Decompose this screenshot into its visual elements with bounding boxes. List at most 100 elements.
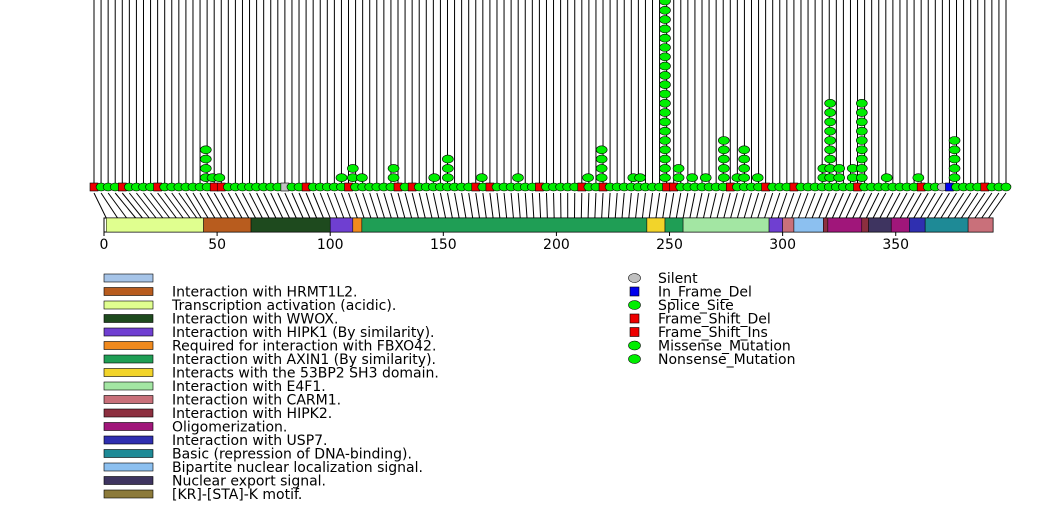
legend-swatch: [103, 476, 154, 485]
tick-label: 350: [882, 237, 909, 253]
stack-marker: [659, 80, 671, 89]
connector-line: [192, 192, 209, 219]
stack-marker: [855, 117, 868, 127]
stack-marker: [199, 154, 212, 164]
connector-line: [926, 192, 943, 219]
stack-marker: [595, 173, 608, 182]
legend-swatch: [103, 300, 154, 310]
connector-line: [425, 192, 433, 219]
connector-line: [702, 192, 710, 219]
connector-line: [199, 192, 216, 219]
connector-line: [988, 192, 1007, 219]
connector-line: [340, 192, 352, 219]
connector-line: [404, 192, 413, 219]
connector-line: [461, 192, 467, 219]
legend-marker: [629, 286, 640, 297]
connector-line: [503, 192, 508, 219]
legend-label: Interaction with USP7.: [172, 433, 328, 449]
stack-marker: [595, 164, 608, 173]
connector-line: [974, 192, 993, 219]
connector-line: [383, 192, 392, 219]
stack-marker: [659, 0, 671, 6]
stack-marker: [659, 89, 671, 99]
stack-marker: [659, 71, 671, 80]
legend-label: Frame_Shift_Ins: [658, 325, 768, 341]
legend-swatch: [103, 435, 154, 445]
connector-line: [524, 192, 528, 219]
connector-line: [981, 192, 1000, 219]
connector-line: [136, 192, 157, 219]
legend-marker: [628, 354, 641, 364]
connector-line: [454, 192, 460, 219]
protein-domain-bar: [103, 217, 994, 233]
connector-line: [355, 192, 365, 219]
legend-label: Interacts with the 53BP2 SH3 domain.: [172, 366, 439, 382]
domain-segment: [793, 217, 824, 233]
stack-marker: [634, 173, 646, 182]
connector-line: [845, 192, 858, 219]
connector-line: [594, 192, 597, 219]
legend-label: Interaction with HRMT1L2.: [172, 285, 358, 301]
stack-marker: [738, 145, 750, 155]
domain-segment: [664, 217, 684, 233]
stack-marker: [347, 164, 359, 173]
legend-swatch: [103, 354, 154, 364]
connector-line: [107, 192, 128, 219]
connector-line: [150, 192, 170, 219]
connector-line: [185, 192, 202, 219]
stack-marker: [824, 145, 836, 155]
stack-marker: [855, 145, 868, 155]
connector-line: [872, 192, 887, 219]
connector-line: [298, 192, 311, 219]
stack-marker: [659, 99, 671, 108]
connector-line: [628, 192, 632, 219]
stack-marker: [387, 173, 400, 182]
connector-line: [249, 192, 263, 219]
connector-line: [750, 192, 760, 219]
legend-label: Interaction with CARM1.: [172, 393, 341, 409]
connector-line: [531, 192, 535, 219]
stack-marker: [855, 126, 868, 136]
domain-segment: [924, 217, 969, 233]
stack-marker: [948, 173, 961, 182]
connector-line: [213, 192, 229, 219]
stack-marker: [833, 164, 845, 173]
stack-marker: [833, 173, 845, 182]
stack-marker: [387, 164, 400, 173]
connector-line: [859, 192, 873, 219]
legend-label: Nuclear export signal.: [172, 474, 326, 490]
connector-line: [899, 192, 915, 219]
connector-line: [326, 192, 338, 219]
connector-line: [743, 192, 752, 219]
legend-label: Missense_Mutation: [658, 339, 791, 355]
connector-line: [648, 192, 654, 219]
connector-line: [439, 192, 447, 219]
connector-line: [362, 192, 372, 219]
connector-line: [811, 192, 823, 219]
connector-line: [736, 192, 745, 219]
domain-segment: [682, 217, 770, 233]
connector-line: [284, 192, 297, 219]
stack-marker: [659, 164, 671, 173]
connector-line: [784, 192, 795, 219]
connector-line: [818, 192, 830, 219]
connector-line: [716, 192, 724, 219]
domain-segment: [329, 217, 354, 233]
connector-line: [482, 192, 487, 219]
connector-line: [757, 192, 767, 219]
stack-marker: [582, 173, 594, 182]
connector-line: [635, 192, 639, 219]
tick-label: 250: [656, 237, 683, 253]
domain-segment: [823, 217, 829, 233]
connector-line: [114, 192, 137, 219]
stack-marker: [659, 61, 671, 71]
connector-line: [804, 192, 816, 219]
domain-connectors: [93, 192, 1007, 219]
connector-line: [432, 192, 440, 219]
stack-marker: [672, 173, 685, 182]
protein-legend: Interaction with HRMT1L2.Transcription a…: [103, 273, 439, 503]
connector-line: [390, 192, 399, 219]
connector-line: [838, 192, 851, 219]
stack-marker: [738, 164, 750, 173]
track-marker: [1000, 182, 1012, 192]
